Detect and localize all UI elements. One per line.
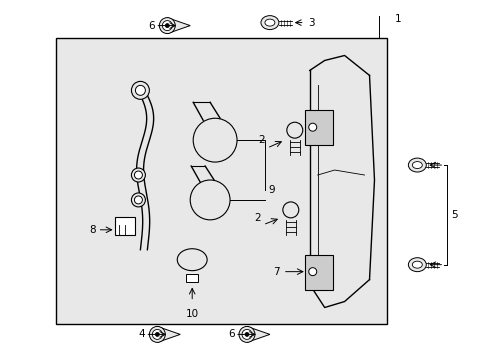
Circle shape	[135, 85, 145, 95]
Polygon shape	[157, 327, 180, 342]
Circle shape	[131, 168, 145, 182]
Circle shape	[244, 332, 248, 336]
Ellipse shape	[261, 15, 278, 30]
Bar	[186, 274, 198, 282]
Circle shape	[134, 171, 142, 179]
Text: 7: 7	[273, 267, 279, 276]
Text: 10: 10	[185, 310, 198, 319]
Circle shape	[193, 118, 237, 162]
Circle shape	[131, 81, 149, 99]
Text: 2: 2	[254, 213, 261, 223]
Circle shape	[190, 180, 229, 220]
Ellipse shape	[407, 158, 426, 172]
Polygon shape	[167, 18, 190, 33]
Polygon shape	[246, 327, 269, 342]
Circle shape	[282, 202, 298, 218]
Bar	[56, 37, 386, 324]
Ellipse shape	[411, 261, 422, 268]
Circle shape	[159, 18, 175, 33]
Circle shape	[165, 24, 169, 28]
Text: 6: 6	[228, 329, 235, 339]
Text: 2: 2	[258, 135, 264, 145]
Ellipse shape	[407, 258, 426, 272]
Bar	[304, 255, 332, 289]
Circle shape	[155, 332, 159, 336]
Circle shape	[131, 193, 145, 207]
Bar	[115, 217, 135, 235]
Text: 9: 9	[267, 185, 274, 195]
Text: 1: 1	[394, 14, 400, 24]
Ellipse shape	[264, 19, 274, 26]
Bar	[304, 110, 332, 145]
Circle shape	[162, 21, 172, 31]
Circle shape	[308, 268, 316, 276]
Text: 8: 8	[89, 225, 95, 235]
Circle shape	[242, 329, 251, 339]
Circle shape	[152, 329, 162, 339]
Ellipse shape	[177, 249, 207, 271]
Circle shape	[308, 123, 316, 131]
Ellipse shape	[411, 162, 422, 168]
Text: 4: 4	[139, 329, 145, 339]
Circle shape	[286, 122, 302, 138]
Circle shape	[134, 196, 142, 204]
Text: 6: 6	[148, 21, 155, 31]
Text: 3: 3	[307, 18, 314, 28]
Circle shape	[239, 327, 254, 342]
Circle shape	[149, 327, 165, 342]
Text: 5: 5	[450, 210, 457, 220]
